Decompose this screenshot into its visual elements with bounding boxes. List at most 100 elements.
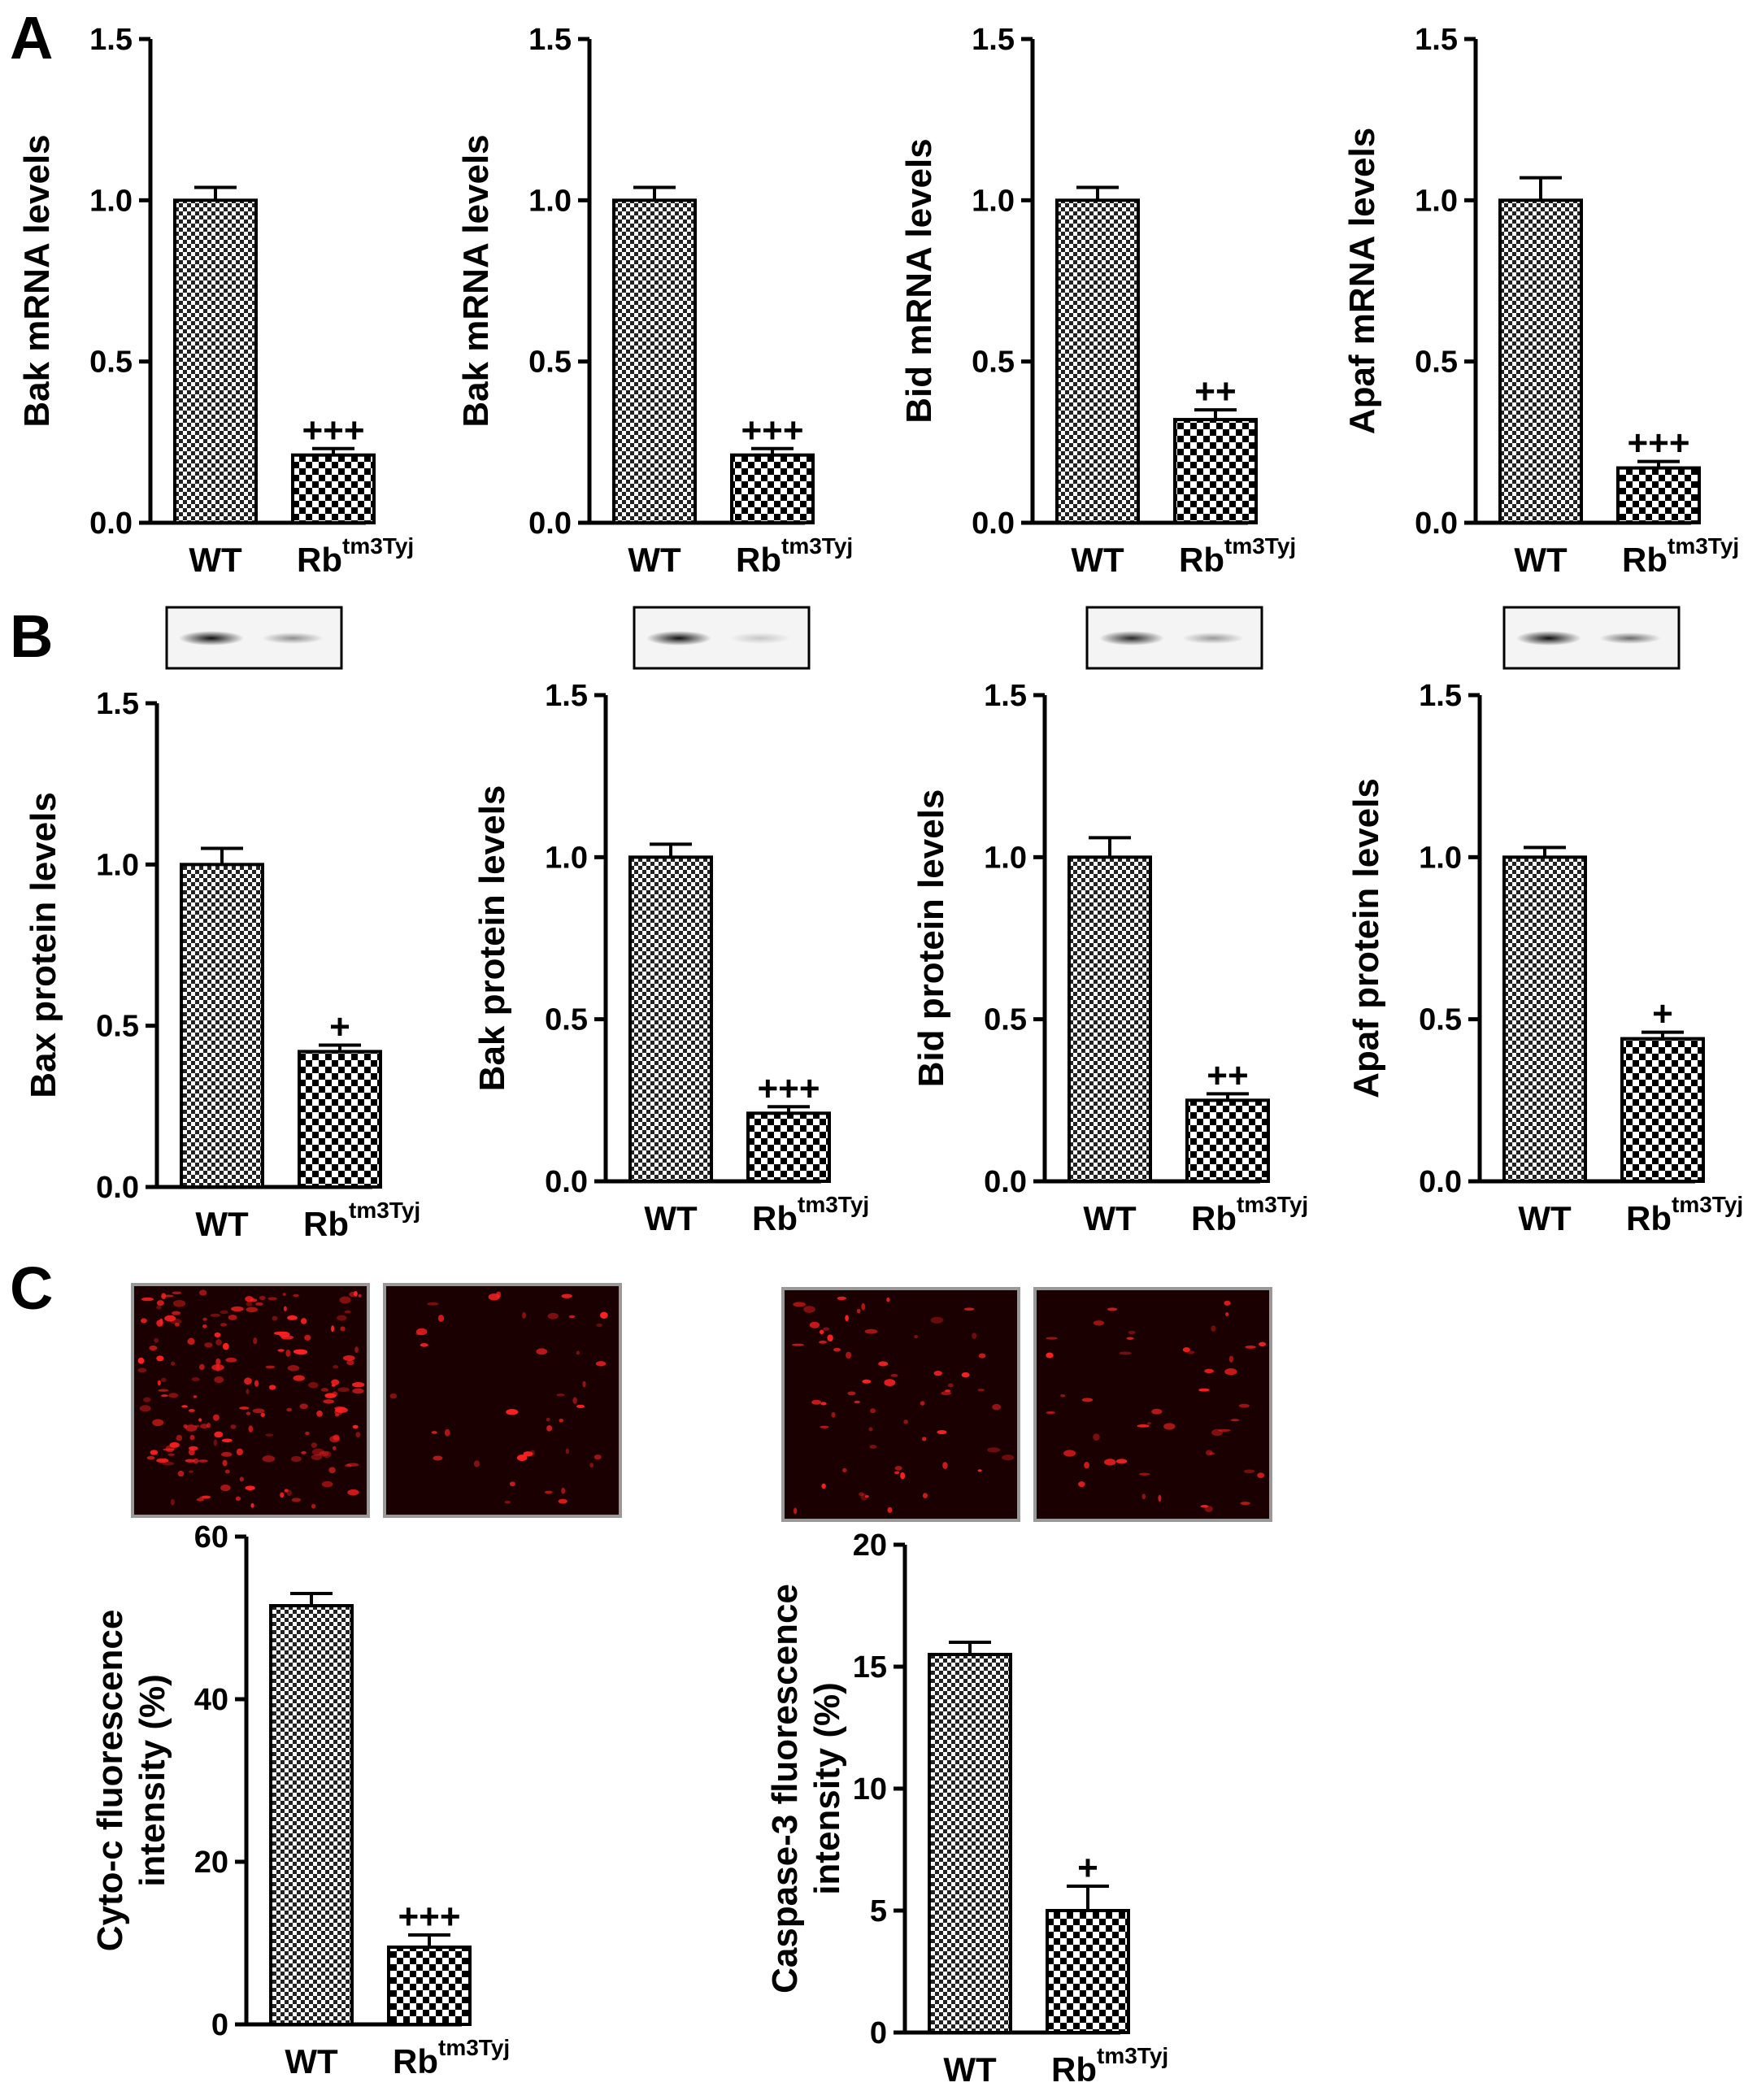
- bar-wt: [173, 198, 258, 524]
- significance-marker: +++: [1627, 424, 1689, 463]
- y-axis-label: Bak protein levels: [472, 785, 512, 1092]
- y-tick-label: 0.5: [984, 1003, 1027, 1037]
- y-tick-label: 0.0: [1415, 507, 1458, 541]
- y-tick-label: 20: [853, 1528, 887, 1563]
- western-blot-band-1: [165, 606, 343, 670]
- y-tick-label: 1.5: [545, 679, 588, 713]
- significance-marker: +++: [741, 411, 803, 450]
- bar-chart-1: 0.0 0.5 1.0 1.5 Bak mRNA levels WT +++ Rbtm3Tyj: [17, 23, 414, 579]
- bar-chart-5: 0.0 0.5 1.0 1.5 Bax protein levels WT + Rbtm3Ty…: [24, 687, 420, 1243]
- significance-marker: +++: [302, 411, 364, 450]
- bar-chart-7: 0.0 0.5 1.0 1.5 Bid protein levels WT ++ Rbtm3T…: [911, 679, 1308, 1237]
- y-tick-label: 1.0: [972, 184, 1015, 218]
- category-label: Rbtm3Tyj: [736, 533, 853, 579]
- y-axis-label: Apaf mRNA levels: [1342, 128, 1382, 434]
- y-tick-label: 1.5: [1419, 679, 1462, 713]
- y-tick-label: 1.5: [528, 23, 572, 57]
- fluorescence-micrograph-3: [781, 1287, 1020, 1522]
- y-axis-label: intensity (%): [133, 1674, 172, 1887]
- bar-chart-3: 0.0 0.5 1.0 1.5 Bid mRNA levels WT ++ Rbtm3Tyj: [899, 23, 1296, 579]
- significance-marker: +: [329, 1007, 350, 1046]
- bar-rb: [387, 1946, 472, 2026]
- y-axis-label: Bid protein levels: [911, 789, 951, 1088]
- fluorescence-micrograph-1: [131, 1283, 370, 1518]
- western-blot-band-4: [1502, 606, 1681, 670]
- bar-rb: [1173, 418, 1258, 524]
- category-label: WT: [189, 541, 242, 579]
- y-tick-label: 0.5: [96, 1010, 139, 1044]
- fluorescence-micrograph-4: [1033, 1287, 1272, 1522]
- y-tick-label: 1.0: [89, 184, 133, 218]
- category-label: WT: [195, 1205, 249, 1243]
- y-tick-label: 0.5: [972, 346, 1015, 380]
- y-tick-label: 20: [194, 1846, 228, 1880]
- category-label: Rbtm3Tyj: [297, 533, 414, 579]
- y-tick-label: 5: [870, 1894, 887, 1928]
- category-label: WT: [943, 2050, 997, 2089]
- category-label: Rbtm3Tyj: [393, 2035, 510, 2080]
- y-tick-label: 15: [853, 1650, 887, 1685]
- y-tick-label: 0.0: [972, 507, 1015, 541]
- significance-marker: ++: [1207, 1055, 1248, 1095]
- category-label: WT: [1518, 1199, 1572, 1237]
- category-label: WT: [644, 1199, 698, 1237]
- y-tick-label: 0.0: [984, 1165, 1027, 1199]
- bar-wt: [1498, 198, 1583, 524]
- significance-marker: +++: [398, 1897, 460, 1937]
- y-tick-label: 0.5: [528, 346, 572, 380]
- y-tick-label: 0.0: [96, 1171, 139, 1205]
- category-label: Rbtm3Tyj: [1051, 2043, 1168, 2089]
- y-tick-label: 0: [211, 2008, 228, 2042]
- category-label: WT: [285, 2042, 338, 2080]
- y-tick-label: 0.5: [1415, 346, 1458, 380]
- y-tick-label: 1.5: [972, 23, 1015, 57]
- y-axis-label: Apaf protein levels: [1346, 778, 1386, 1098]
- western-blot-band-3: [1085, 606, 1263, 670]
- significance-marker: +++: [757, 1068, 820, 1108]
- bar-wt: [1067, 855, 1152, 1184]
- bar-wt: [1055, 198, 1140, 524]
- y-tick-label: 1.5: [96, 687, 139, 721]
- category-label: Rbtm3Tyj: [1622, 533, 1739, 579]
- y-tick-label: 60: [194, 1520, 228, 1554]
- bar-chart-10: 0 5 10 15 20 Caspase-3 fluorescence intensity …: [765, 1528, 1168, 2089]
- category-label: Rbtm3Tyj: [1191, 1192, 1308, 1237]
- y-tick-label: 0.5: [1419, 1003, 1462, 1037]
- category-label: Rbtm3Tyj: [303, 1198, 420, 1243]
- y-tick-label: 1.0: [1415, 184, 1458, 218]
- western-blot-band-2: [633, 606, 811, 670]
- category-label: Rbtm3Tyj: [752, 1192, 869, 1237]
- category-label: WT: [1071, 541, 1124, 579]
- y-tick-label: 1.5: [89, 23, 133, 57]
- y-axis-label: Bak mRNA levels: [456, 134, 496, 427]
- bar-rb: [1616, 466, 1701, 524]
- y-tick-label: 1.0: [1419, 841, 1462, 875]
- bar-wt: [1502, 855, 1587, 1184]
- bar-rb: [730, 453, 815, 525]
- category-label: Rbtm3Tyj: [1626, 1192, 1743, 1237]
- y-tick-label: 0.5: [89, 346, 133, 380]
- y-tick-label: 0: [870, 2016, 887, 2050]
- category-label: WT: [628, 541, 681, 579]
- bar-rb: [1185, 1098, 1270, 1184]
- bar-wt: [928, 1653, 1012, 2034]
- significance-marker: +: [1652, 994, 1673, 1034]
- y-axis-label: intensity (%): [807, 1682, 847, 1895]
- y-tick-label: 0.0: [89, 507, 133, 541]
- category-label: Rbtm3Tyj: [1179, 533, 1296, 579]
- bar-rb: [291, 453, 376, 525]
- y-tick-label: 0.0: [545, 1165, 588, 1199]
- bar-rb: [746, 1111, 831, 1184]
- bar-wt: [180, 863, 264, 1189]
- significance-marker: +: [1077, 1848, 1098, 1888]
- category-label: WT: [1514, 541, 1568, 579]
- western-blots: [165, 606, 1681, 670]
- panel-label-a: A: [10, 4, 53, 72]
- y-tick-label: 1.0: [545, 841, 588, 875]
- bar-chart-4: 0.0 0.5 1.0 1.5 Apaf mRNA levels WT +++ Rbtm3Ty…: [1342, 23, 1739, 579]
- y-tick-label: 1.5: [984, 679, 1027, 713]
- y-tick-label: 0.0: [1419, 1165, 1462, 1199]
- y-tick-label: 1.0: [984, 841, 1027, 875]
